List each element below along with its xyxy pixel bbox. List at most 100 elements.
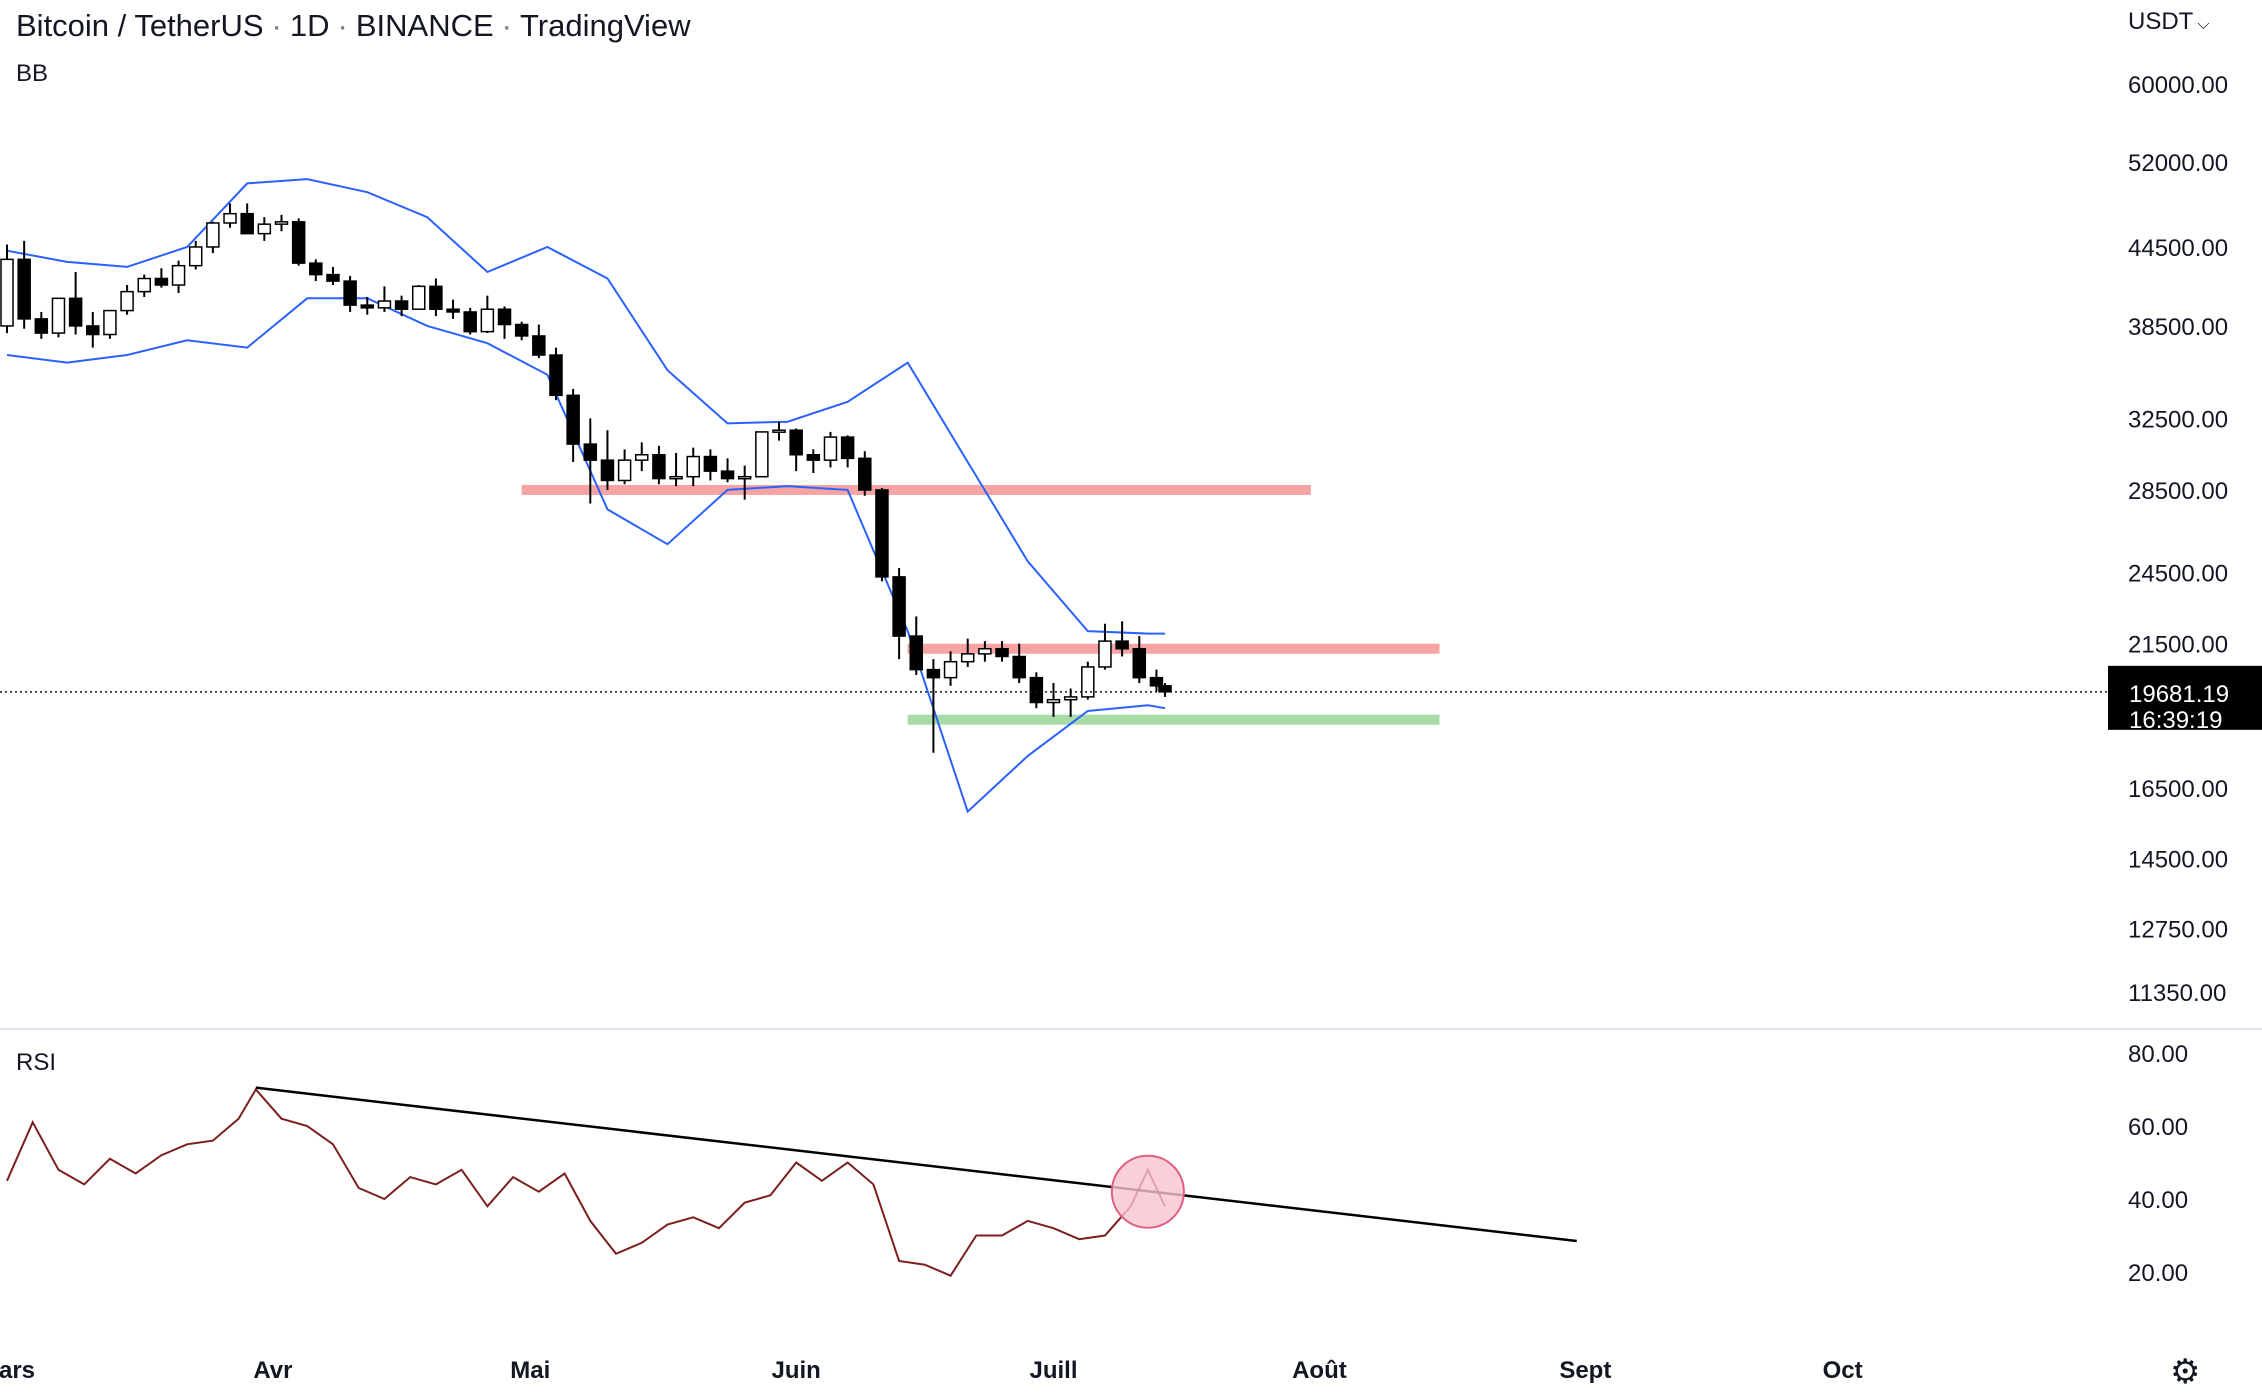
- candle-body: [1132, 647, 1147, 679]
- candle-body: [154, 277, 169, 286]
- bollinger-lower-band: [6, 297, 1166, 814]
- candle-body: [840, 436, 855, 460]
- candle-body: [497, 308, 512, 326]
- candle-body: [1098, 640, 1112, 668]
- rsi-indicator-label[interactable]: RSI: [16, 1049, 57, 1076]
- candle-body: [652, 454, 666, 480]
- candle-body: [514, 323, 529, 337]
- price-tick-label: 38500.00: [2128, 314, 2228, 341]
- candle-body: [394, 300, 409, 310]
- candle-body: [463, 311, 477, 333]
- time-tick-label: Juin: [771, 1357, 820, 1384]
- candle-body: [823, 436, 838, 461]
- candle-body: [1115, 640, 1129, 650]
- time-tick-label: Oct: [1823, 1357, 1863, 1384]
- candle-body: [411, 285, 426, 310]
- rsi-tick-label: 60.00: [2128, 1114, 2188, 1141]
- symbol-header: Bitcoin / TetherUS · 1D · BINANCE · TradingVie…: [16, 8, 691, 43]
- currency-label: USDT: [2128, 8, 2194, 35]
- candle-body: [875, 489, 889, 578]
- candle-body: [600, 459, 615, 482]
- price-tick-label: 32500.00: [2128, 406, 2228, 433]
- candle-body: [549, 354, 563, 397]
- candle-body: [806, 454, 821, 461]
- bb-indicator-label[interactable]: BB: [16, 60, 49, 87]
- candle-body: [909, 635, 924, 671]
- candle-body: [720, 470, 735, 480]
- candle-body: [943, 660, 958, 679]
- candle-body: [240, 212, 254, 235]
- candle-body: [68, 297, 83, 327]
- interval-label[interactable]: 1D: [289, 8, 330, 43]
- candle-body: [737, 475, 752, 480]
- price-tick-label: 52000.00: [2128, 150, 2228, 177]
- candle-body: [86, 325, 100, 336]
- candle-body: [532, 335, 546, 356]
- candle-body: [1063, 696, 1078, 701]
- candle-body: [17, 258, 31, 320]
- candle-body: [566, 394, 580, 445]
- candle-body: [137, 277, 152, 293]
- source-label: TradingView: [519, 8, 691, 43]
- candle-body: [583, 443, 598, 461]
- resistance-zone-1: [907, 643, 1440, 654]
- candle-body: [326, 273, 340, 282]
- candle-body: [772, 429, 786, 433]
- chevron-down-icon: ⌵: [2197, 16, 2210, 33]
- candle-body: [995, 647, 1009, 658]
- candle-body: [1029, 676, 1044, 704]
- candle-body: [960, 653, 975, 663]
- candle-body: [360, 304, 375, 309]
- price-tick-label: 44500.00: [2128, 235, 2228, 262]
- candle-body: [206, 222, 220, 248]
- rsi-trendline: [255, 1086, 1577, 1243]
- currency-selector[interactable]: USDT ⌵: [2128, 8, 2209, 36]
- price-tick-label: 12750.00: [2128, 917, 2228, 944]
- rsi-tick-label: 40.00: [2128, 1187, 2188, 1214]
- last-price-countdown: 16:39:19: [2129, 707, 2222, 734]
- candle-body: [978, 647, 992, 655]
- candle-body: [617, 459, 632, 482]
- candle-body: [789, 429, 803, 456]
- candle-body: [257, 223, 272, 235]
- candle-body: [1149, 676, 1164, 687]
- candle-body: [635, 454, 649, 461]
- rsi-tick-label: 80.00: [2128, 1041, 2188, 1068]
- candle-body: [1046, 698, 1061, 704]
- rsi-tick-label: 20.00: [2128, 1260, 2188, 1287]
- time-tick-label: Juill: [1029, 1357, 1077, 1384]
- candle-body: [1012, 655, 1026, 679]
- candle-body: [103, 309, 117, 336]
- candle-body: [892, 576, 906, 637]
- candle-body: [926, 668, 941, 679]
- last-price-value: 19681.19: [2129, 681, 2229, 708]
- symbol-name[interactable]: Bitcoin / TetherUS: [16, 8, 264, 43]
- price-tick-label: 60000.00: [2128, 72, 2228, 99]
- price-tick-label: 28500.00: [2128, 478, 2228, 505]
- candle-body: [51, 297, 66, 334]
- candle-body: [188, 246, 203, 267]
- candle-body: [703, 455, 718, 472]
- candle-body: [858, 457, 872, 491]
- bollinger-upper-band: [6, 178, 1165, 635]
- candle-body: [274, 221, 289, 225]
- candle-body: [0, 258, 14, 327]
- candle-body: [34, 318, 49, 334]
- price-tick-label: 16500.00: [2128, 776, 2228, 803]
- time-tick-label: Avr: [253, 1357, 292, 1384]
- candle-body: [343, 280, 357, 306]
- candle-body: [223, 212, 237, 224]
- time-tick-label: Mars: [0, 1357, 35, 1384]
- resistance-zone-0: [521, 484, 1311, 495]
- candle-body: [755, 431, 769, 478]
- price-tick-label: 21500.00: [2128, 632, 2228, 659]
- candle-body: [686, 455, 700, 478]
- rsi-highlight-circle: [1110, 1154, 1185, 1229]
- price-tick-label: 11350.00: [2128, 980, 2226, 1007]
- candle-body: [429, 285, 443, 310]
- candle-body: [120, 290, 134, 312]
- gear-icon[interactable]: ⚙: [2170, 1353, 2201, 1391]
- rsi-line: [6, 1087, 1166, 1277]
